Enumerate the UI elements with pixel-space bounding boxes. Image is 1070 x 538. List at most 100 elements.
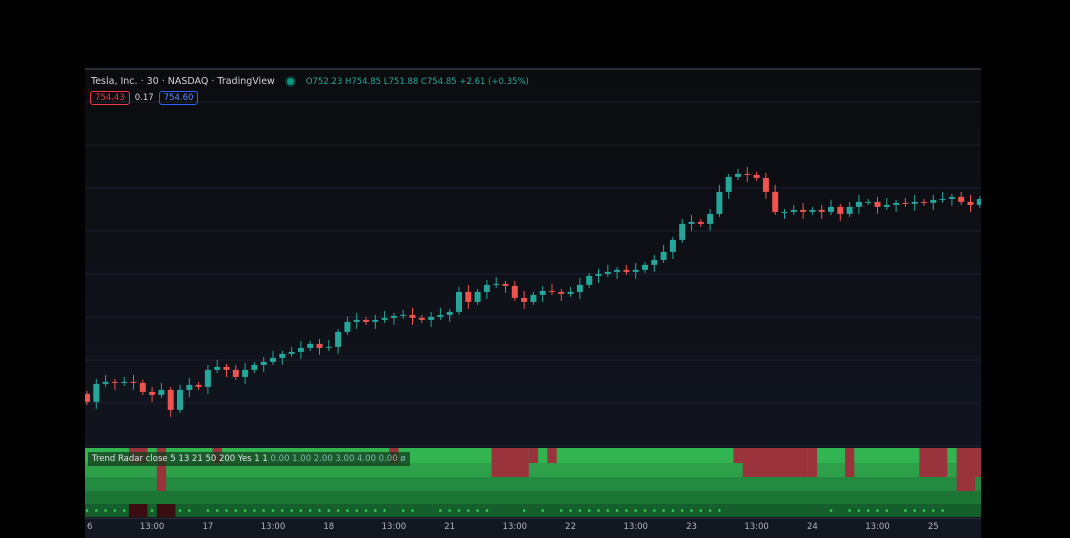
- symbol-title[interactable]: Tesla, Inc. · 30 · NASDAQ · TradingView: [91, 76, 275, 87]
- trend-radar-dot: [857, 509, 861, 512]
- candle-down: [111, 381, 118, 383]
- candle-up: [390, 315, 397, 318]
- candle-up: [344, 321, 351, 332]
- trend-radar-dot: [941, 509, 944, 512]
- candle-up: [530, 294, 537, 302]
- candle-up: [288, 351, 295, 354]
- candle-up: [335, 331, 342, 347]
- candle-up: [642, 264, 648, 270]
- quote-boxes: 754.43 0.17 754.60: [90, 91, 199, 105]
- candle-down: [139, 382, 146, 392]
- candle-down: [223, 366, 230, 370]
- candle-up: [372, 319, 379, 322]
- trend-radar-dot: [904, 509, 907, 512]
- ohlc-values: O752.23 H754.85 L751.88 C754.85 +2.61 (+…: [305, 76, 529, 87]
- candle-up: [586, 275, 593, 285]
- candle-down: [958, 196, 965, 202]
- trend-radar-dot: [85, 509, 89, 512]
- candle-up: [604, 271, 611, 274]
- trend-radar-dot: [113, 509, 117, 512]
- candle-down: [549, 290, 555, 292]
- trend-radar-row: [85, 491, 981, 504]
- trend-radar-dot: [560, 509, 563, 512]
- candle-up: [446, 311, 453, 315]
- candle-up: [400, 314, 407, 316]
- trend-radar-dot: [829, 509, 833, 512]
- candle-up: [716, 191, 723, 214]
- candle-up: [735, 173, 741, 177]
- candle-up: [242, 369, 249, 377]
- trend-radar-dot: [355, 509, 359, 512]
- trend-radar-dot: [634, 509, 637, 512]
- market-open-icon: [286, 78, 294, 85]
- candlestick-chart[interactable]: [85, 70, 981, 518]
- candle-up: [260, 361, 267, 365]
- candle-up: [204, 369, 211, 387]
- sell-price-button[interactable]: 754.43: [90, 91, 130, 105]
- trend-radar-dot: [587, 509, 591, 512]
- trend-radar-dot: [680, 509, 684, 512]
- trend-radar-dot: [662, 509, 665, 512]
- trend-radar-dot: [225, 509, 228, 512]
- time-axis[interactable]: 6 13:00 17 13:00 18 13:00 21 13:00 22 13:00 23 13:0…: [85, 518, 981, 538]
- candle-down: [502, 283, 509, 286]
- candle-up: [177, 389, 183, 410]
- trend-radar-bearish-segment: [547, 448, 557, 463]
- candle-down: [409, 314, 416, 318]
- trend-radar-bearish-segment: [956, 477, 976, 491]
- candle-down: [697, 221, 704, 224]
- trend-radar-bearish-segment: [956, 448, 981, 463]
- candle-down: [762, 177, 769, 192]
- indicator-legend[interactable]: Trend Radar close 5 13 21 50 200 Yes 1 1…: [88, 452, 410, 466]
- trend-radar-bearish-segment: [845, 463, 855, 477]
- candle-up: [855, 201, 862, 207]
- trend-radar-dot: [150, 509, 154, 512]
- time-axis-label: 13:00: [139, 522, 165, 532]
- trend-radar-row: [85, 504, 981, 517]
- trend-radar-dot: [290, 509, 293, 512]
- trend-radar-dot: [615, 509, 619, 512]
- trend-radar-dot: [597, 509, 600, 512]
- candle-up: [474, 291, 481, 302]
- candle-down: [558, 291, 565, 294]
- time-axis-label: 23: [686, 522, 697, 532]
- trend-radar-dot: [866, 509, 870, 512]
- candle-down: [418, 317, 425, 320]
- buy-price-button[interactable]: 754.60: [158, 91, 199, 105]
- trend-radar-bearish-segment: [742, 463, 808, 477]
- trend-radar-dot: [718, 509, 721, 512]
- candle-up: [781, 211, 788, 213]
- time-axis-label: 13:00: [623, 522, 648, 532]
- time-axis-label: 17: [202, 522, 214, 532]
- candle-down: [465, 291, 472, 302]
- candle-up: [576, 284, 583, 292]
- trend-radar-dot: [243, 509, 247, 512]
- time-axis-label: 22: [565, 522, 577, 532]
- time-axis-label: 24: [806, 522, 818, 532]
- trend-radar-bearish-segment: [807, 448, 818, 463]
- candle-up: [428, 316, 435, 320]
- trend-radar-bearish-segment: [156, 477, 167, 491]
- candle-down: [772, 191, 779, 212]
- candle-up: [790, 209, 797, 212]
- candle-up: [102, 381, 109, 384]
- candle-up: [939, 198, 946, 200]
- trend-radar-dot: [848, 509, 851, 512]
- time-axis-label: 6: [87, 522, 93, 532]
- trend-radar-dot: [346, 509, 349, 512]
- chart-panel[interactable]: Tesla, Inc. · 30 · NASDAQ · TradingView …: [85, 68, 981, 538]
- indicator-name: Trend Radar: [92, 454, 143, 464]
- trend-radar-bearish-segment: [807, 463, 818, 477]
- candle-down: [967, 201, 974, 205]
- trend-radar-bearish-segment: [919, 448, 948, 463]
- candle-up: [707, 213, 714, 224]
- symbol-legend: Tesla, Inc. · 30 · NASDAQ · TradingView …: [91, 76, 529, 87]
- candle-down: [363, 319, 369, 322]
- candle-up: [158, 389, 165, 395]
- trend-radar-dot: [122, 509, 126, 512]
- candle-down: [130, 381, 137, 383]
- candle-up: [381, 317, 388, 320]
- trend-radar-dot: [374, 509, 377, 512]
- trend-radar-dot: [327, 509, 331, 512]
- trend-radar-dot: [439, 509, 442, 512]
